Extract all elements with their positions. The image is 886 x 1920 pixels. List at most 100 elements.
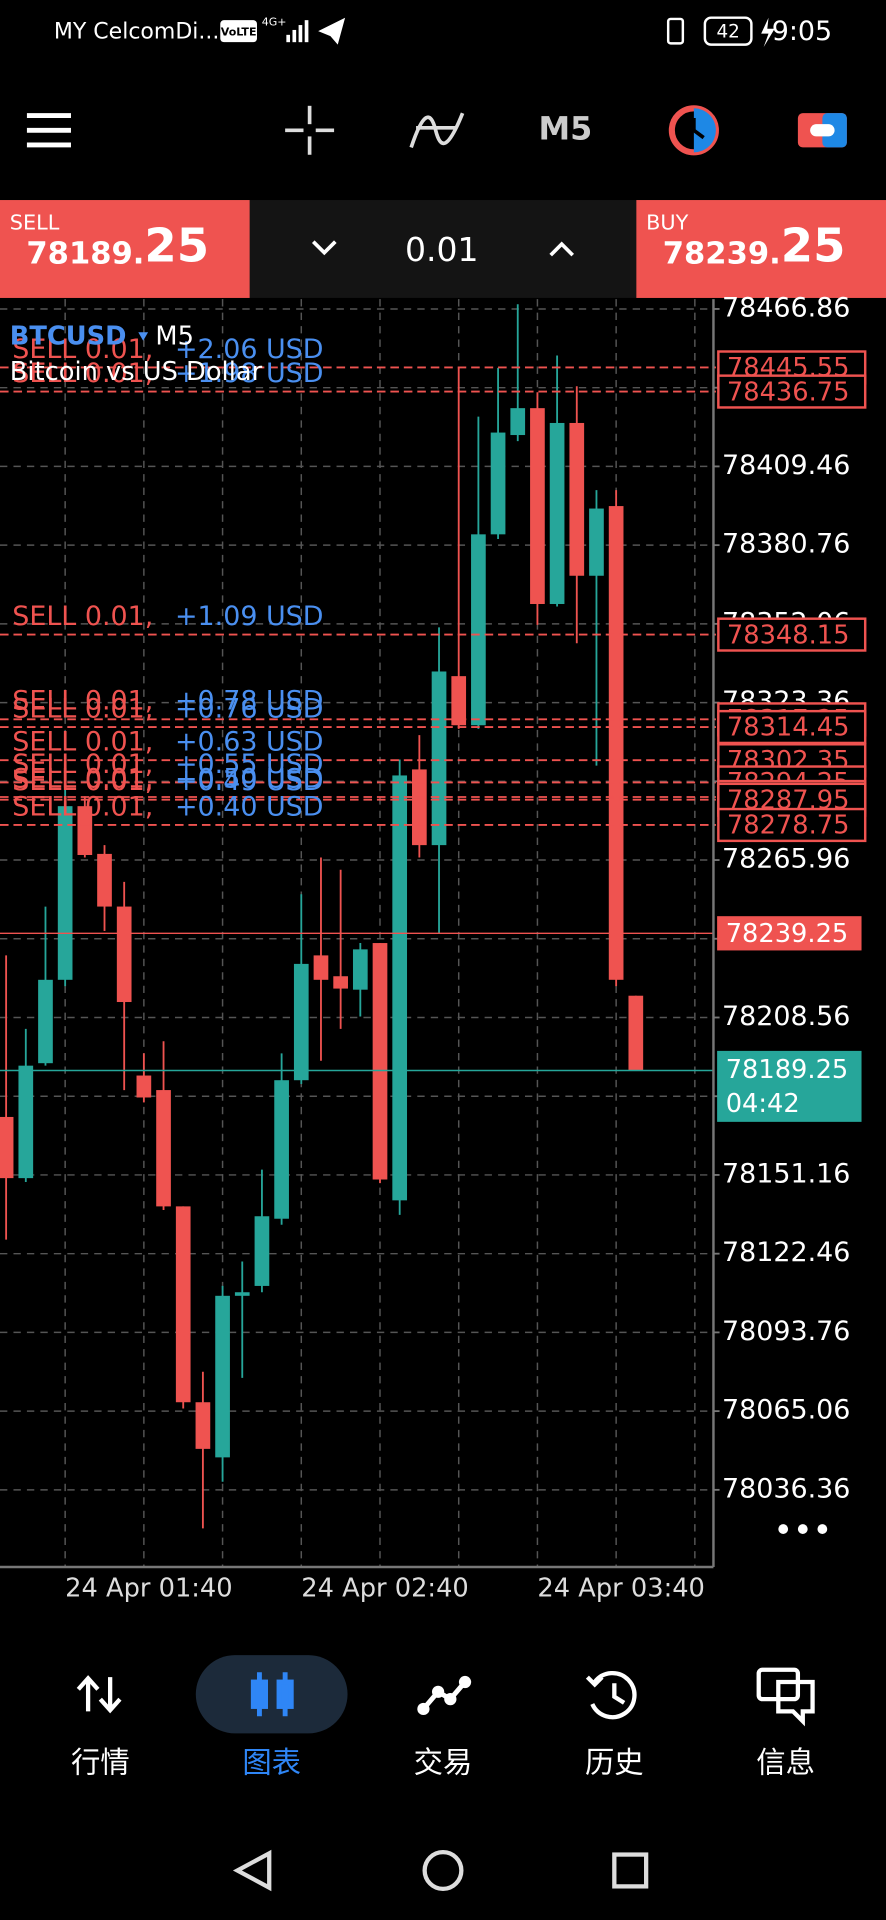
- objects-button[interactable]: [668, 105, 719, 156]
- symbol-description: Bitcoin vs US Dollar: [10, 357, 263, 387]
- ask-box: [717, 916, 862, 951]
- order-price-box: [717, 617, 867, 652]
- indicators-button[interactable]: [409, 112, 465, 149]
- order-label: SELL 0.01,: [12, 749, 153, 780]
- timeframe-button[interactable]: M5: [538, 109, 592, 147]
- status-bar: MY CelcomDi... VoLTE 4G+ 42 9:05: [54, 16, 832, 48]
- y-tick-label: 78065.06: [722, 1395, 850, 1426]
- candle-body: [97, 853, 112, 907]
- messages-icon: [756, 1667, 815, 1727]
- candles: [0, 304, 644, 1529]
- volte-icon: [220, 20, 257, 43]
- trade-icon: [417, 1675, 472, 1716]
- order-profit: +0.78 USD: [175, 686, 324, 717]
- ask-label: 78239.25: [726, 919, 849, 949]
- carrier: MY CelcomDi...: [54, 19, 220, 44]
- order-label: SELL 0.01,: [12, 686, 153, 717]
- chart-timeframe: M5: [155, 322, 194, 352]
- order-profit: +0.55 USD: [175, 749, 324, 780]
- candle-body: [215, 1295, 230, 1458]
- bar-countdown: 04:42: [726, 1089, 800, 1119]
- vibrate-icon: [666, 17, 685, 45]
- y-tick-label: 78380.76: [722, 529, 850, 560]
- sell-price-big: 25: [144, 218, 209, 272]
- nav-label[interactable]: 信息: [756, 1746, 815, 1780]
- order-label: SELL 0.01,: [12, 766, 153, 797]
- system-nav: [232, 1849, 649, 1892]
- candle-body: [392, 775, 408, 1201]
- order-label: SELL 0.01,: [12, 601, 153, 632]
- candle-body: [569, 422, 585, 576]
- candle-body: [116, 906, 132, 1003]
- back-button[interactable]: [232, 1849, 272, 1892]
- candle-body: [451, 676, 467, 726]
- charging-icon: [761, 17, 775, 48]
- y-tick-label: 78151.16: [722, 1158, 850, 1189]
- candle-body: [57, 806, 73, 980]
- lot-increase[interactable]: [549, 241, 575, 257]
- crosshair-button[interactable]: [285, 105, 335, 155]
- order-label: SELL 0.01,: [12, 727, 153, 758]
- symbol-label[interactable]: BTCUSD: [10, 322, 127, 352]
- order-profit: +0.63 USD: [175, 727, 324, 758]
- candle-body: [333, 976, 348, 989]
- sell-button[interactable]: [0, 200, 250, 298]
- candle-body: [254, 1216, 270, 1286]
- candle-body: [38, 979, 53, 1064]
- order-price-label: 78314.45: [727, 713, 850, 743]
- candle-body: [412, 769, 427, 846]
- order-label: SELL 0.01,: [12, 693, 153, 724]
- lot-decrease[interactable]: [311, 240, 337, 256]
- menu-button[interactable]: [26, 113, 71, 148]
- y-tick-label: 78208.56: [722, 1001, 850, 1032]
- trade-toggle-button[interactable]: [797, 113, 847, 148]
- nav-selected-bg: [195, 1655, 348, 1734]
- buy-label: BUY: [646, 210, 688, 234]
- candle-body: [352, 949, 368, 990]
- nav-label[interactable]: 交易: [414, 1746, 473, 1780]
- y-tick-label: 78265.96: [722, 844, 850, 875]
- order-profit: +1.09 USD: [175, 601, 324, 632]
- order-profit: +0.76 USD: [175, 693, 324, 724]
- network-type: 4G+: [262, 16, 287, 29]
- nav-label[interactable]: 历史: [585, 1746, 644, 1780]
- nav-label[interactable]: 图表: [242, 1746, 301, 1780]
- nav-label[interactable]: 行情: [71, 1746, 130, 1780]
- order-label: SELL 0.01,: [12, 358, 153, 389]
- lot-size[interactable]: 0.01: [405, 230, 479, 269]
- candle-body: [293, 963, 309, 1081]
- y-tick-label: 78466.86: [722, 292, 850, 323]
- order-price-box: [717, 709, 867, 745]
- battery-icon: [703, 16, 753, 46]
- order-price-label: 78436.75: [727, 377, 850, 407]
- order-profit: +2.06 USD: [175, 334, 324, 365]
- orders: SELL 0.01, +2.06 USD SELL 0.01, +1.98 USD SE…: [0, 334, 716, 1072]
- candle-body: [510, 408, 526, 436]
- buy-button[interactable]: [636, 200, 886, 298]
- battery-level: 42: [716, 21, 739, 42]
- bottom-nav: 行情 图表 交易 历史 信息: [71, 1655, 815, 1780]
- recents-button[interactable]: [612, 1852, 649, 1889]
- chart: SELL 0.01, +2.06 USD SELL 0.01, +1.98 USD SE…: [0, 292, 867, 1604]
- sell-label: SELL: [10, 210, 60, 234]
- candle-body: [471, 534, 486, 726]
- home-button[interactable]: [422, 1849, 464, 1891]
- telegram-icon: [318, 17, 346, 45]
- candle-body: [18, 1065, 34, 1179]
- candle-body: [549, 422, 565, 605]
- candle-body: [175, 1206, 191, 1403]
- symbol-dropdown[interactable]: [138, 332, 149, 341]
- candle-body: [431, 671, 447, 846]
- candle-body: [0, 1116, 14, 1179]
- y-tick-label: 78093.76: [722, 1316, 850, 1347]
- order-price-box: [717, 374, 867, 409]
- bid-label: 78189.25: [726, 1055, 849, 1085]
- buy-price-main: 78239.: [663, 237, 781, 272]
- candle-body: [589, 508, 604, 576]
- order-price-label: 78348.15: [727, 620, 850, 650]
- order-profit: +0.40 USD: [175, 791, 324, 822]
- order-profit: +1.98 USD: [175, 358, 324, 389]
- y-tick-label: 78036.36: [722, 1473, 850, 1504]
- more-button[interactable]: [778, 1524, 828, 1534]
